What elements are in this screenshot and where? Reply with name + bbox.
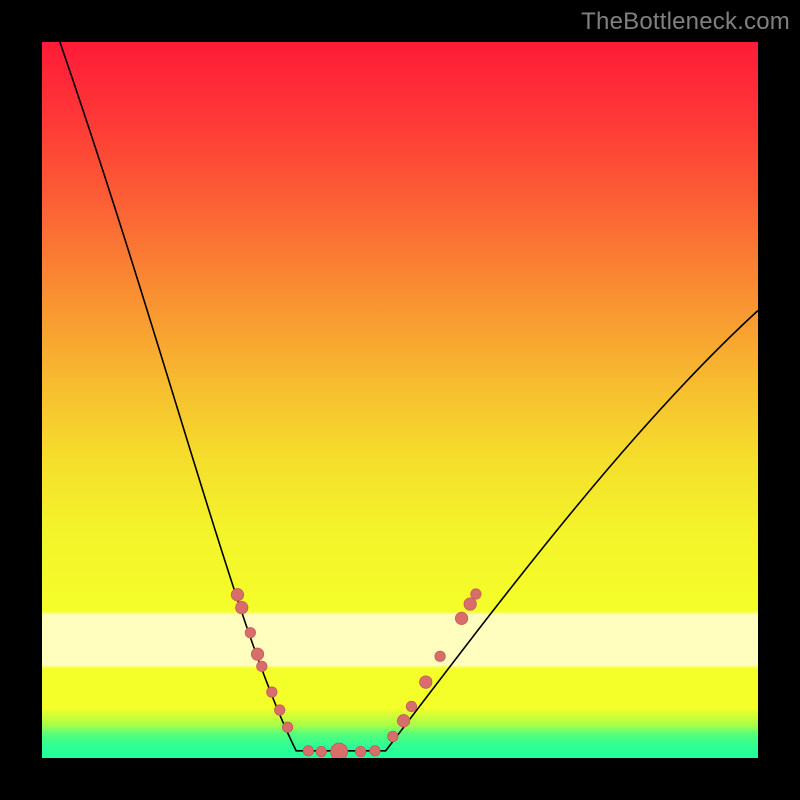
- right-cluster-point: [406, 701, 416, 711]
- valley-cluster-point: [370, 746, 380, 756]
- left-cluster-point: [236, 601, 248, 613]
- plot-svg: [42, 42, 758, 758]
- valley-cluster-point: [331, 743, 348, 758]
- valley-cluster-point: [303, 746, 313, 756]
- right-cluster-point: [388, 731, 398, 741]
- valley-cluster-point: [316, 746, 326, 756]
- branding-watermark: TheBottleneck.com: [581, 8, 790, 36]
- left-cluster-point: [231, 589, 243, 601]
- chart-frame: TheBottleneck.com: [0, 0, 800, 800]
- right-cluster-point: [455, 612, 467, 624]
- right-cluster-point: [471, 589, 481, 599]
- left-cluster-point: [267, 687, 277, 697]
- right-cluster-point: [435, 651, 445, 661]
- plot-area: [42, 42, 758, 758]
- bottleneck-curve: [60, 42, 758, 751]
- right-cluster-point: [420, 676, 432, 688]
- left-cluster-point: [251, 648, 263, 660]
- left-cluster-point: [245, 628, 255, 638]
- valley-cluster-point: [355, 746, 365, 756]
- right-cluster-point: [397, 715, 409, 727]
- right-cluster-point: [464, 598, 476, 610]
- left-cluster-point: [257, 661, 267, 671]
- left-cluster-point: [275, 705, 285, 715]
- left-cluster-point: [282, 722, 292, 732]
